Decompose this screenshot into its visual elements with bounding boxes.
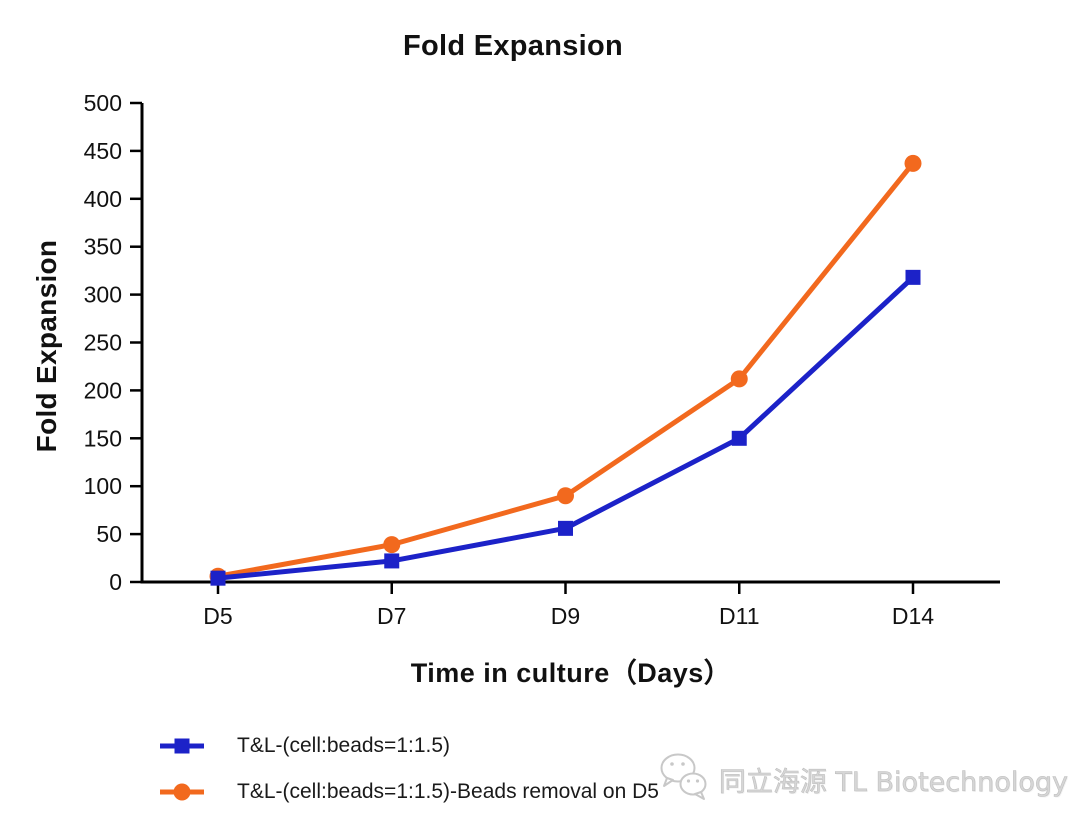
y-tick-label: 500 <box>84 90 122 116</box>
y-tick-label: 150 <box>84 425 122 451</box>
data-point-circle <box>383 536 401 554</box>
data-point-square <box>384 553 400 569</box>
series-line-circle <box>215 160 916 579</box>
x-tick-label: D7 <box>377 603 406 629</box>
legend-label: T&L-(cell:beads=1:1.5) <box>237 734 451 757</box>
y-tick-label: 50 <box>96 521 122 547</box>
y-tick-label: 350 <box>84 234 122 260</box>
x-axis-title: Time in culture（Days） <box>410 658 732 688</box>
y-tick-label: 200 <box>84 377 122 403</box>
y-tick-label: 100 <box>84 473 122 499</box>
chart-title: Fold Expansion <box>402 30 624 62</box>
data-point-square <box>905 269 921 285</box>
x-tick-label: D5 <box>203 603 232 629</box>
legend-marker-circle <box>160 783 204 801</box>
x-tick-label: D14 <box>892 603 934 629</box>
data-point-circle <box>730 370 748 388</box>
data-point-circle <box>557 487 574 505</box>
line-chart-plot: 0 50 100 150 200 250 300 350 400 450 500 D5 D7 D9 D11 D… <box>84 90 1000 629</box>
y-tick-label: 450 <box>84 138 122 164</box>
legend-marker-square <box>160 738 204 754</box>
watermark-text: 同立海源 TL Biotechnology <box>718 766 1069 798</box>
y-tick-label: 0 <box>109 569 122 595</box>
wechat-icon <box>660 753 707 800</box>
data-point-square <box>731 430 747 446</box>
legend-item-beads-removal: T&L-(cell:beads=1:1.5)-Beads removal on … <box>160 779 659 805</box>
data-point-square <box>558 520 573 536</box>
y-tick-label: 300 <box>84 282 122 308</box>
watermark: 同立海源 TL Biotechnology <box>657 753 1069 801</box>
data-point-circle <box>904 154 922 172</box>
legend-item-cell-beads: T&L-(cell:beads=1:1.5) <box>160 733 450 759</box>
y-tick-label: 400 <box>84 186 122 212</box>
y-tick-label: 250 <box>84 330 122 356</box>
x-tick-label: D9 <box>551 603 580 629</box>
data-point-square <box>210 570 226 586</box>
legend-label: T&L-(cell:beads=1:1.5)-Beads removal on … <box>237 780 659 803</box>
x-tick-label: D11 <box>719 603 760 629</box>
